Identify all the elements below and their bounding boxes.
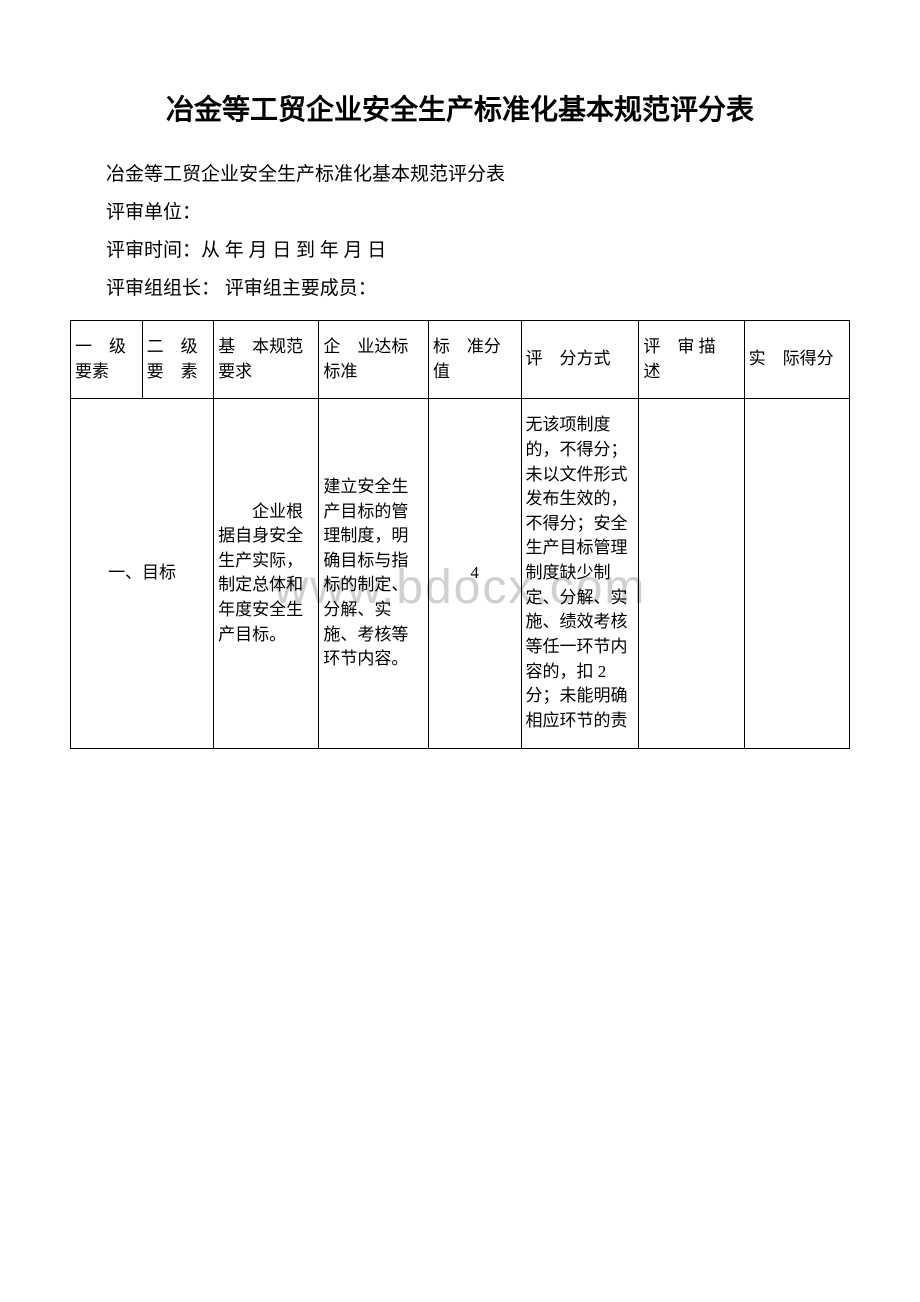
table-row: 一、目标 企业根据自身安全生产实际，制定总体和年度安全生产目标。 建立安全生产目… [71, 399, 850, 748]
cell-scoring-method: 无该项制度的，不得分；未以文件形式发布生效的，不得分；安全生产目标管理制度缺少制… [521, 399, 639, 748]
cell-actual-score [744, 399, 849, 748]
document-title: 冶金等工贸企业安全生产标准化基本规范评分表 [70, 90, 850, 132]
table-header-row: 一级要素 二级 要素 基本规范要求 企业达标标准 标准分值 评分方式 评审 描述… [71, 321, 850, 399]
cell-basic-requirement: 企业根据自身安全生产实际，制定总体和年度安全生产目标。 [214, 399, 319, 748]
header-level2-element: 二级 要素 [142, 321, 214, 399]
header-review-description: 评审 描述 [639, 321, 744, 399]
header-scoring-method: 评分方式 [521, 321, 639, 399]
scoring-table: 一级要素 二级 要素 基本规范要求 企业达标标准 标准分值 评分方式 评审 描述… [70, 320, 850, 749]
header-enterprise-standard: 企业达标标准 [319, 321, 428, 399]
header-actual-score: 实际得分 [744, 321, 849, 399]
cell-review-description [639, 399, 744, 748]
review-leader-line: 评审组组长： 评审组主要成员： [106, 270, 850, 308]
header-level1-element: 一级要素 [71, 321, 143, 399]
scoring-table-wrapper: 一级要素 二级 要素 基本规范要求 企业达标标准 标准分值 评分方式 评审 描述… [70, 320, 850, 749]
header-standard-score: 标准分值 [428, 321, 521, 399]
cell-level1-target: 一、目标 [71, 399, 214, 748]
cell-enterprise-standard: 建立安全生产目标的管理制度，明确目标与指标的制定、分解、实施、考核等环节内容。 [319, 399, 428, 748]
review-time-line: 评审时间：从 年 月 日 到 年 月 日 [106, 232, 850, 270]
cell-standard-score: 4 [428, 399, 521, 748]
header-basic-requirement: 基本规范要求 [214, 321, 319, 399]
subtitle-line: 冶金等工贸企业安全生产标准化基本规范评分表 [106, 156, 850, 194]
review-unit-line: 评审单位： [106, 194, 850, 232]
